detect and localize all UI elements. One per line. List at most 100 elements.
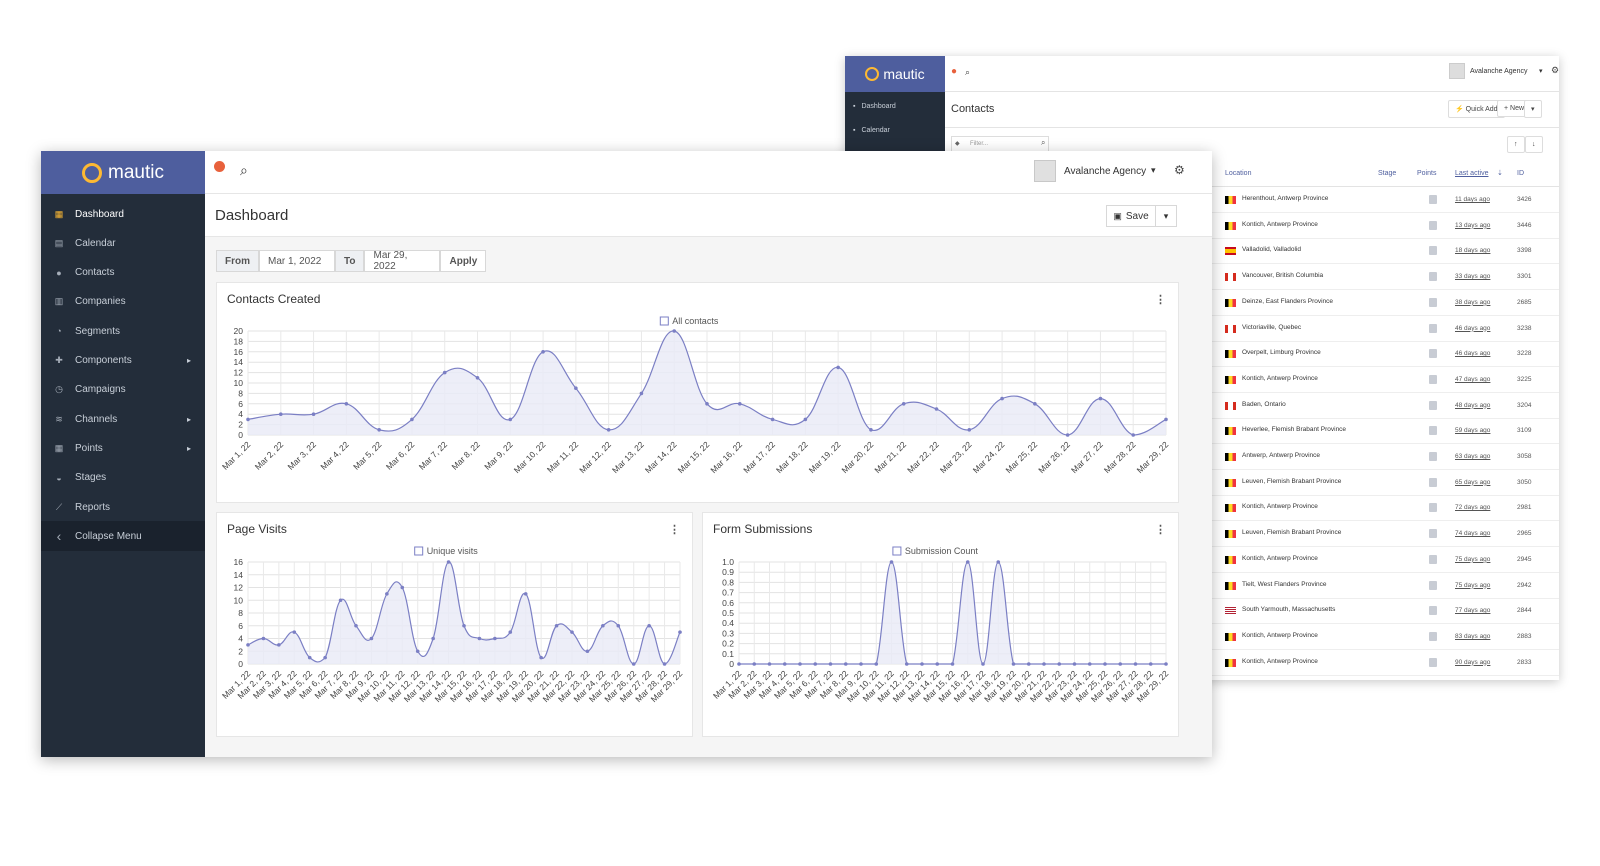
- table-row[interactable]: Heverlee, Flemish Brabant Province 59 day…: [1205, 418, 1559, 445]
- table-row[interactable]: Antwerp, Antwerp Province 63 days ago 3058: [1205, 444, 1559, 470]
- last-active-cell[interactable]: 72 days ago: [1455, 504, 1491, 512]
- table-row[interactable]: Herenthout, Antwerp Province 11 days ago 3…: [1205, 187, 1559, 213]
- table-row[interactable]: Tielt, West Flanders Province 75 days ago…: [1205, 573, 1559, 599]
- last-active-cell[interactable]: 90 days ago: [1455, 658, 1491, 666]
- sidebar-item-components[interactable]: ✚ Components ▸: [41, 346, 205, 376]
- sidebar-item-segments[interactable]: ◔ Segments: [41, 316, 205, 346]
- table-row[interactable]: Kontich, Antwerp Province 75 days ago 2945: [1205, 547, 1559, 573]
- sidebar-item-reports[interactable]: ⟋ Reports: [41, 492, 205, 522]
- table-row[interactable]: Deinze, East Flanders Province 38 days ag…: [1205, 290, 1559, 316]
- table-row[interactable]: Kontich, Antwerp Province 13 days ago 3446: [1205, 213, 1559, 239]
- x-tick-label: Mar 22, 22: [905, 439, 941, 475]
- avatar[interactable]: [1034, 160, 1056, 182]
- quick-add-button[interactable]: ⚡ Quick Add: [1448, 100, 1505, 118]
- chevron-down-icon[interactable]: ▾: [1539, 68, 1543, 75]
- date-from-input[interactable]: Mar 1, 2022: [259, 250, 335, 272]
- search-icon[interactable]: ⌕: [240, 162, 248, 178]
- location-cell: Valladolid, Valladolid: [1242, 246, 1302, 254]
- kebab-menu-icon[interactable]: ⋮: [1155, 524, 1166, 536]
- col-last-active[interactable]: Last active: [1455, 170, 1489, 177]
- last-active-cell[interactable]: 75 days ago: [1455, 581, 1491, 589]
- last-active-cell[interactable]: 75 days ago: [1455, 555, 1491, 563]
- table-row[interactable]: Leuven, Flemish Brabant Province 65 days …: [1205, 470, 1559, 496]
- apply-button[interactable]: Apply: [440, 250, 487, 272]
- back-user-name[interactable]: Avalanche Agency: [1470, 68, 1528, 75]
- table-row[interactable]: Kontich, Antwerp Province 90 days ago 2833: [1205, 650, 1559, 676]
- last-active-cell[interactable]: 48 days ago: [1455, 401, 1491, 409]
- table-row[interactable]: South Yarmouth, Massachusetts 77 days ago…: [1205, 598, 1559, 625]
- last-active-cell[interactable]: 59 days ago: [1455, 427, 1491, 435]
- notification-icon[interactable]: ●: [951, 66, 958, 77]
- logo-text: mautic: [108, 161, 164, 183]
- logo[interactable]: mautic: [41, 151, 205, 194]
- chevron-down-icon[interactable]: ▾: [1151, 165, 1156, 175]
- table-row[interactable]: Leuven, Flemish Brabant Province 74 days …: [1205, 521, 1559, 548]
- table-row[interactable]: Kontich, Antwerp Province 83 days ago 2883: [1205, 624, 1559, 650]
- sidebar-item-companies[interactable]: ▥ Companies: [41, 287, 205, 317]
- sidebar-item-collapse-menu[interactable]: ‹ Collapse Menu: [41, 521, 205, 552]
- page-visits-widget: Page Visits ⋮ Unique visits 0 2 4 6 8 10 12 14 16…: [216, 512, 693, 737]
- new-dropdown-button[interactable]: ▾: [1524, 100, 1542, 118]
- last-active-cell[interactable]: 77 days ago: [1455, 607, 1491, 615]
- kebab-menu-icon[interactable]: ⋮: [1155, 294, 1166, 306]
- table-header: Location Stage Points Last active ⇣ ID: [1205, 161, 1559, 187]
- col-stage[interactable]: Stage: [1378, 170, 1397, 177]
- last-active-cell[interactable]: 13 days ago: [1455, 221, 1491, 229]
- table-row[interactable]: Overpelt, Limburg Province 46 days ago 322…: [1205, 341, 1559, 368]
- notification-icon[interactable]: [214, 161, 225, 172]
- user-name[interactable]: Avalanche Agency: [1064, 166, 1147, 177]
- flag-icon: [1225, 324, 1236, 333]
- back-subheader: Contacts ⚡ Quick Add + New ▾: [945, 92, 1559, 128]
- sidebar-item-points[interactable]: ▦ Points ▸: [41, 433, 205, 463]
- gear-icon[interactable]: ⚙: [1174, 163, 1185, 177]
- search-icon[interactable]: ⌕: [1041, 138, 1046, 147]
- last-active-cell[interactable]: 47 days ago: [1455, 375, 1491, 383]
- date-to-input[interactable]: Mar 29, 2022: [364, 250, 441, 272]
- y-tick-label: 6: [238, 399, 243, 409]
- back-nav-calendar[interactable]: ▪ Calendar: [853, 127, 890, 134]
- table-row[interactable]: Kontich, Antwerp Province 72 days ago 2981: [1205, 495, 1559, 522]
- sidebar-item-channels[interactable]: ≋ Channels ▸: [41, 404, 205, 434]
- last-active-cell[interactable]: 11 days ago: [1455, 196, 1490, 203]
- table-row[interactable]: Kontich, Antwerp Province 47 days ago 3225: [1205, 367, 1559, 393]
- search-icon[interactable]: ⌕: [965, 67, 971, 77]
- last-active-cell[interactable]: 83 days ago: [1455, 632, 1491, 640]
- table-row[interactable]: Baden, Ontario 48 days ago 3204: [1205, 393, 1559, 419]
- back-nav-dashboard[interactable]: ▪ Dashboard: [853, 103, 896, 110]
- last-active-cell[interactable]: 65 days ago: [1455, 478, 1491, 486]
- data-point: [1057, 662, 1062, 666]
- last-active-cell[interactable]: 46 days ago: [1455, 350, 1491, 358]
- filter-input[interactable]: Filter...: [951, 136, 1049, 152]
- last-active-cell[interactable]: 63 days ago: [1455, 453, 1491, 460]
- sidebar-item-campaigns[interactable]: ◷ Campaigns: [41, 375, 205, 405]
- flag-icon: [1225, 427, 1236, 436]
- col-id[interactable]: ID: [1517, 170, 1524, 177]
- gear-icon[interactable]: ⚙: [1551, 65, 1559, 75]
- col-points[interactable]: Points: [1417, 170, 1437, 177]
- sidebar-item-label: Collapse Menu: [75, 530, 142, 542]
- sidebar-item-calendar[interactable]: ▤ Calendar: [41, 228, 205, 258]
- kebab-menu-icon[interactable]: ⋮: [669, 524, 680, 536]
- col-location[interactable]: Location: [1225, 170, 1252, 177]
- avatar[interactable]: [1449, 63, 1465, 79]
- last-active-cell[interactable]: 38 days ago: [1455, 298, 1491, 306]
- last-active-cell[interactable]: 33 days ago: [1455, 273, 1491, 281]
- sidebar-item-dashboard[interactable]: ▦ Dashboard: [41, 199, 205, 229]
- last-active-cell[interactable]: 18 days ago: [1455, 247, 1491, 255]
- export-button[interactable]: ↑: [1507, 136, 1525, 153]
- x-tick-label: Mar 2, 22: [253, 439, 286, 472]
- line-chart-icon: ⟋: [55, 501, 63, 512]
- flag-icon: [1225, 581, 1236, 590]
- import-button[interactable]: ↓: [1525, 136, 1543, 153]
- table-row[interactable]: Victoriaville, Quebec 46 days ago 3238: [1205, 316, 1559, 342]
- last-active-cell[interactable]: 74 days ago: [1455, 530, 1491, 538]
- table-row[interactable]: Vancouver, British Columbia 33 days ago 33…: [1205, 264, 1559, 291]
- save-dropdown-button[interactable]: ▾: [1155, 205, 1177, 227]
- sidebar-item-contacts[interactable]: ● Contacts: [41, 258, 205, 288]
- last-active-cell[interactable]: 46 days ago: [1455, 324, 1491, 332]
- data-point: [541, 350, 545, 354]
- save-button[interactable]: ▣ Save: [1106, 205, 1156, 227]
- filter-toggle-icon[interactable]: ◆: [955, 141, 960, 147]
- table-row[interactable]: Valladolid, Valladolid 18 days ago 3398: [1205, 238, 1559, 265]
- sidebar-item-stages[interactable]: ◒ Stages: [41, 463, 205, 493]
